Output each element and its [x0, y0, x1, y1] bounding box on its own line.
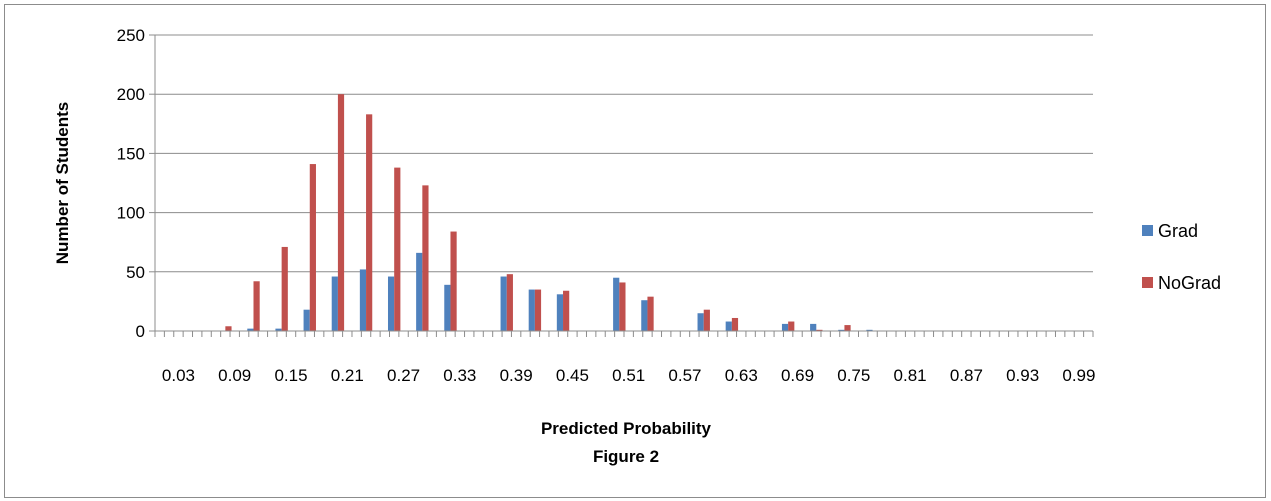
x-axis-title: Predicted Probability [541, 419, 712, 438]
bar-nograd [844, 325, 851, 331]
y-tick-label: 200 [117, 85, 145, 104]
chart-frame [4, 4, 1266, 498]
x-tick-label: 0.39 [500, 366, 533, 385]
y-tick-label: 50 [126, 263, 145, 282]
bar-grad [247, 328, 254, 331]
bar-nograd [422, 185, 429, 331]
y-tick-label: 250 [117, 26, 145, 45]
bar-nograd [281, 246, 288, 331]
y-tick-label: 0 [136, 322, 145, 341]
x-tick-label: 0.51 [612, 366, 645, 385]
x-tick-label: 0.75 [837, 366, 870, 385]
bar-grad [641, 300, 648, 331]
bar-grad [359, 269, 367, 331]
figure-caption: Figure 2 [593, 447, 659, 466]
legend-swatch-grad [1142, 225, 1153, 236]
x-tick-label: 0.27 [387, 366, 420, 385]
y-axis-title: Number of Students [53, 102, 72, 264]
bar-nograd [309, 164, 316, 331]
bar-nograd [253, 281, 260, 331]
bar-grad [416, 252, 423, 331]
x-tick-label: 0.45 [556, 366, 589, 385]
x-tick-label: 0.99 [1062, 366, 1095, 385]
x-tick-label: 0.57 [668, 366, 701, 385]
legend-swatch-nograd [1142, 277, 1153, 288]
bar-nograd [337, 94, 345, 331]
x-tick-label: 0.81 [894, 366, 927, 385]
x-tick-label: 0.15 [274, 366, 307, 385]
x-tick-label: 0.63 [725, 366, 758, 385]
x-tick-label: 0.87 [950, 366, 983, 385]
bar-grad [387, 276, 395, 331]
bar-nograd [619, 282, 626, 331]
legend-label-nograd: NoGrad [1158, 273, 1221, 293]
bar-grad [697, 313, 704, 331]
bar-grad [810, 323, 817, 331]
bar-nograd [394, 167, 401, 331]
bar-grad [444, 284, 451, 331]
bar-grad [613, 277, 620, 331]
x-tick-label: 0.93 [1006, 366, 1039, 385]
legend-label-grad: Grad [1158, 221, 1198, 241]
bar-grad [303, 309, 310, 331]
bar-grad [275, 328, 282, 331]
y-tick-label: 150 [117, 144, 145, 163]
bar-grad [528, 289, 535, 331]
bar-nograd [647, 296, 654, 331]
bar-nograd [450, 231, 457, 331]
bar-grad [838, 329, 845, 331]
bar-nograd [788, 321, 795, 331]
x-tick-label: 0.03 [162, 366, 195, 385]
x-tick-label: 0.09 [218, 366, 251, 385]
x-tick-label: 0.69 [781, 366, 814, 385]
bar-nograd [225, 326, 232, 331]
bar-nograd [534, 289, 542, 331]
bar-nograd [731, 317, 739, 331]
bar-grad [500, 276, 507, 331]
bar-nograd [506, 274, 513, 331]
bar-grad [866, 329, 873, 331]
bar-nograd [816, 329, 823, 331]
bar-grad [556, 294, 564, 331]
x-tick-label: 0.21 [331, 366, 364, 385]
y-tick-label: 100 [117, 204, 145, 223]
bar-nograd [703, 309, 710, 331]
bar-nograd [563, 290, 570, 331]
bar-grad [331, 276, 338, 331]
bar-nograd [366, 114, 373, 331]
bar-grad [781, 323, 789, 331]
bar-grad [725, 321, 732, 331]
x-tick-label: 0.33 [443, 366, 476, 385]
